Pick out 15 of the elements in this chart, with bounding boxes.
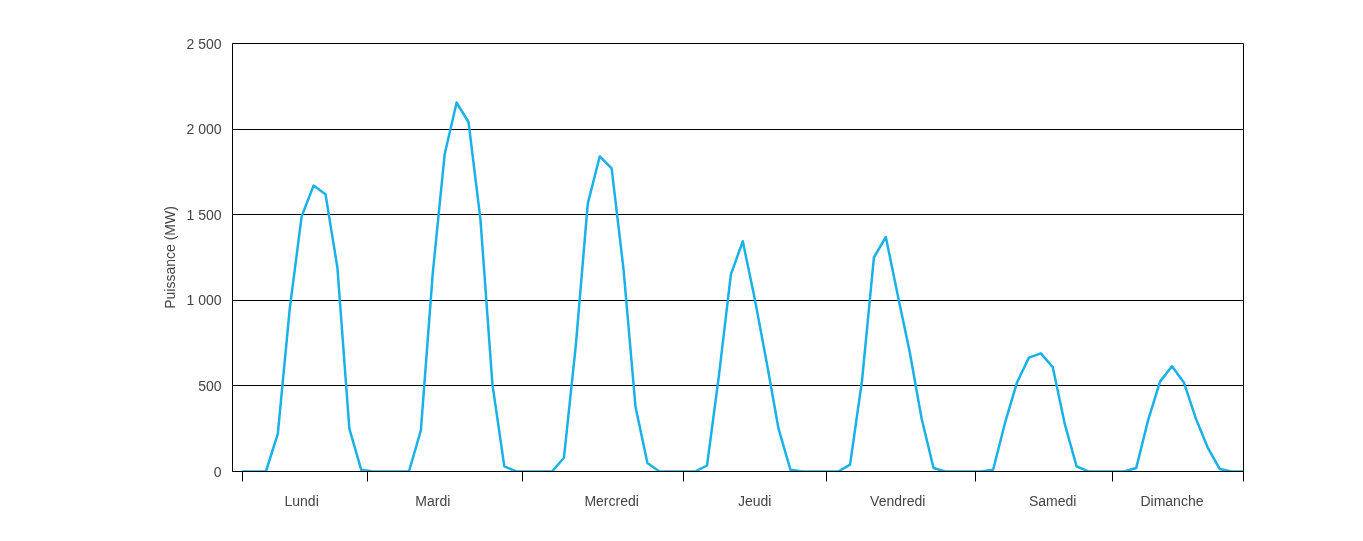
line-series <box>240 101 1244 472</box>
x-tick-label: Samedi <box>1029 492 1077 509</box>
x-tick-label: Jeudi <box>737 492 772 509</box>
x-tick-label: Mercredi <box>584 492 639 509</box>
y-tick-label: 500 <box>198 377 222 394</box>
y-tick-label: 2 000 <box>186 121 222 138</box>
y-axis-title: Puissance (MW) <box>162 206 179 309</box>
x-tick-label: Mardi <box>415 492 451 509</box>
y-tick-label: 1 000 <box>186 292 222 309</box>
x-tick-label: Dimanche <box>1140 492 1204 509</box>
y-tick-label: 1 500 <box>186 206 222 223</box>
y-tick-label: 2 500 <box>186 35 222 52</box>
x-tick-label: Vendredi <box>870 492 926 509</box>
x-tick-label: Lundi <box>284 492 319 509</box>
y-tick-label: 0 <box>213 463 222 480</box>
